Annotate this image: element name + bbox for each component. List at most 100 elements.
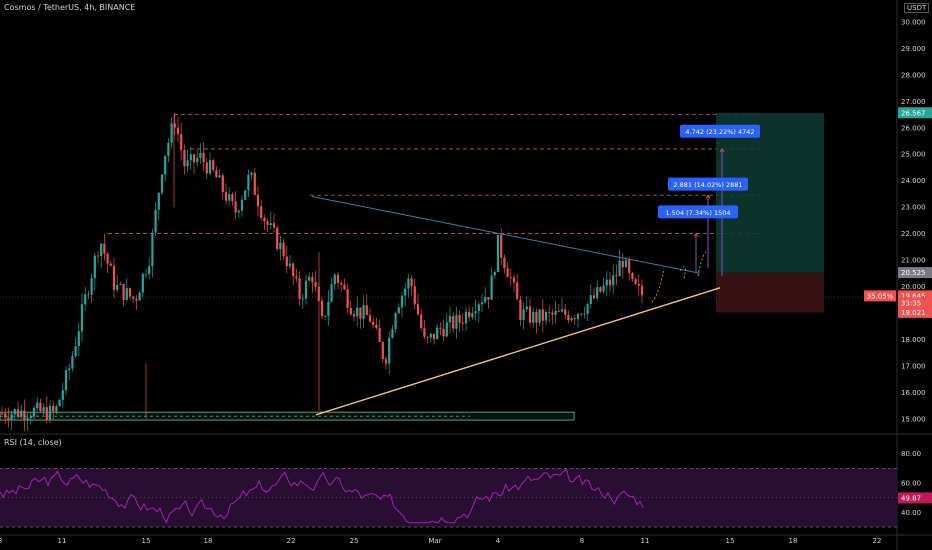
candle-body [64, 370, 68, 391]
candle-body [519, 299, 522, 320]
target-zone-box [716, 112, 824, 273]
candle-body [455, 314, 458, 329]
candle-body [484, 297, 487, 303]
candle-body [311, 276, 314, 282]
price-axis-badge-text: 20.525 [901, 269, 926, 277]
candle-body [16, 409, 20, 417]
target-label-text: 4.742 (23.22%) 4742 [685, 128, 754, 136]
target-label-box [658, 205, 738, 219]
candle-body [426, 336, 429, 338]
y-tick-label: 26.000 [901, 124, 926, 132]
candle-body [256, 194, 260, 207]
candle-body [356, 307, 359, 317]
rsi-last-badge-text: 49.87 [901, 494, 921, 502]
candle-body [490, 275, 493, 300]
candle-body [538, 309, 541, 323]
candle-body [183, 150, 186, 167]
candle-body [253, 172, 256, 195]
y-tick-label: 28.000 [901, 71, 926, 79]
candle-body [304, 280, 308, 299]
candle-body [148, 266, 151, 274]
candle-body [500, 234, 503, 258]
rsi-title: RSI (14, close) [4, 438, 62, 447]
y-tick-label: 23.000 [901, 204, 926, 212]
x-tick-label: Mar [428, 537, 441, 545]
candle-body [23, 410, 26, 420]
candle-body [384, 359, 388, 364]
candle-body [58, 399, 61, 407]
rsi-tick-label: 80.00 [901, 450, 921, 458]
candle-body [407, 278, 410, 289]
support-trendline [315, 287, 721, 416]
candle-body [224, 191, 228, 201]
support-zone-box [0, 411, 575, 421]
y-tick-label: 27.000 [901, 98, 926, 106]
y-tick-label: 15.000 [901, 415, 926, 423]
candle-body [196, 157, 199, 163]
candle-body [605, 279, 608, 286]
candle-body [340, 282, 343, 285]
candle-body [541, 309, 544, 321]
price-axis-badge [898, 267, 932, 279]
candle-body [333, 274, 336, 285]
x-tick-label: 22 [287, 537, 296, 545]
candle-body [362, 305, 365, 319]
candle-body [471, 313, 474, 318]
candle-body [4, 413, 7, 418]
measure-arrowhead [693, 232, 699, 237]
currency-label[interactable]: USDT [904, 3, 930, 13]
candle-body [452, 316, 455, 329]
candle-body [125, 288, 128, 300]
candle-body [301, 298, 304, 300]
candle-body [429, 333, 432, 338]
candle-body [464, 311, 468, 324]
price-axis-badge-text: 19.021 [901, 309, 926, 317]
candle-body [167, 142, 170, 156]
percent-tag-text: 35.05% [867, 292, 894, 300]
candle-body [512, 277, 516, 283]
candle-body [634, 279, 637, 284]
candle-body [221, 175, 224, 192]
candle-body [368, 315, 372, 322]
candle-body [202, 152, 205, 163]
candle-body [570, 318, 573, 321]
candle-body [272, 223, 276, 228]
resistance-trendline [311, 196, 701, 274]
price-axis-badge [898, 107, 932, 119]
candle-body [621, 260, 624, 268]
x-tick-label: 8 [580, 537, 584, 545]
candle-body [176, 127, 180, 135]
candle-body [343, 284, 346, 290]
candle-body [42, 407, 45, 412]
stop-zone-box [716, 272, 824, 313]
candle-body [112, 265, 116, 290]
candle-body [448, 316, 452, 323]
candle-body [506, 268, 509, 278]
candle-body [132, 296, 135, 299]
candle-body [116, 284, 119, 290]
candle-body [141, 274, 144, 293]
candle-body [68, 368, 71, 371]
candle-body [48, 405, 52, 421]
candle-body [263, 217, 266, 222]
candle-body [170, 123, 173, 143]
y-tick-label: 25.000 [901, 151, 926, 159]
measure-arrowhead [705, 194, 711, 199]
candle-body [480, 302, 484, 305]
candle-body [640, 285, 644, 296]
candle-body [36, 402, 39, 409]
candle-body [573, 318, 576, 320]
candle-body [624, 260, 628, 268]
candle-body [240, 199, 244, 211]
candle-body [109, 263, 112, 266]
candle-body [80, 304, 84, 332]
candle-body [580, 313, 583, 315]
price-axis-badge-text: 33:35 [901, 299, 921, 307]
candle-body [445, 322, 448, 337]
x-tick-label: 11 [641, 537, 650, 545]
x-tick-label: 18 [789, 537, 798, 545]
target-label-text: 1.504 (7.34%) 1504 [665, 209, 730, 217]
candle-body [477, 304, 480, 312]
candle-body [138, 292, 141, 301]
